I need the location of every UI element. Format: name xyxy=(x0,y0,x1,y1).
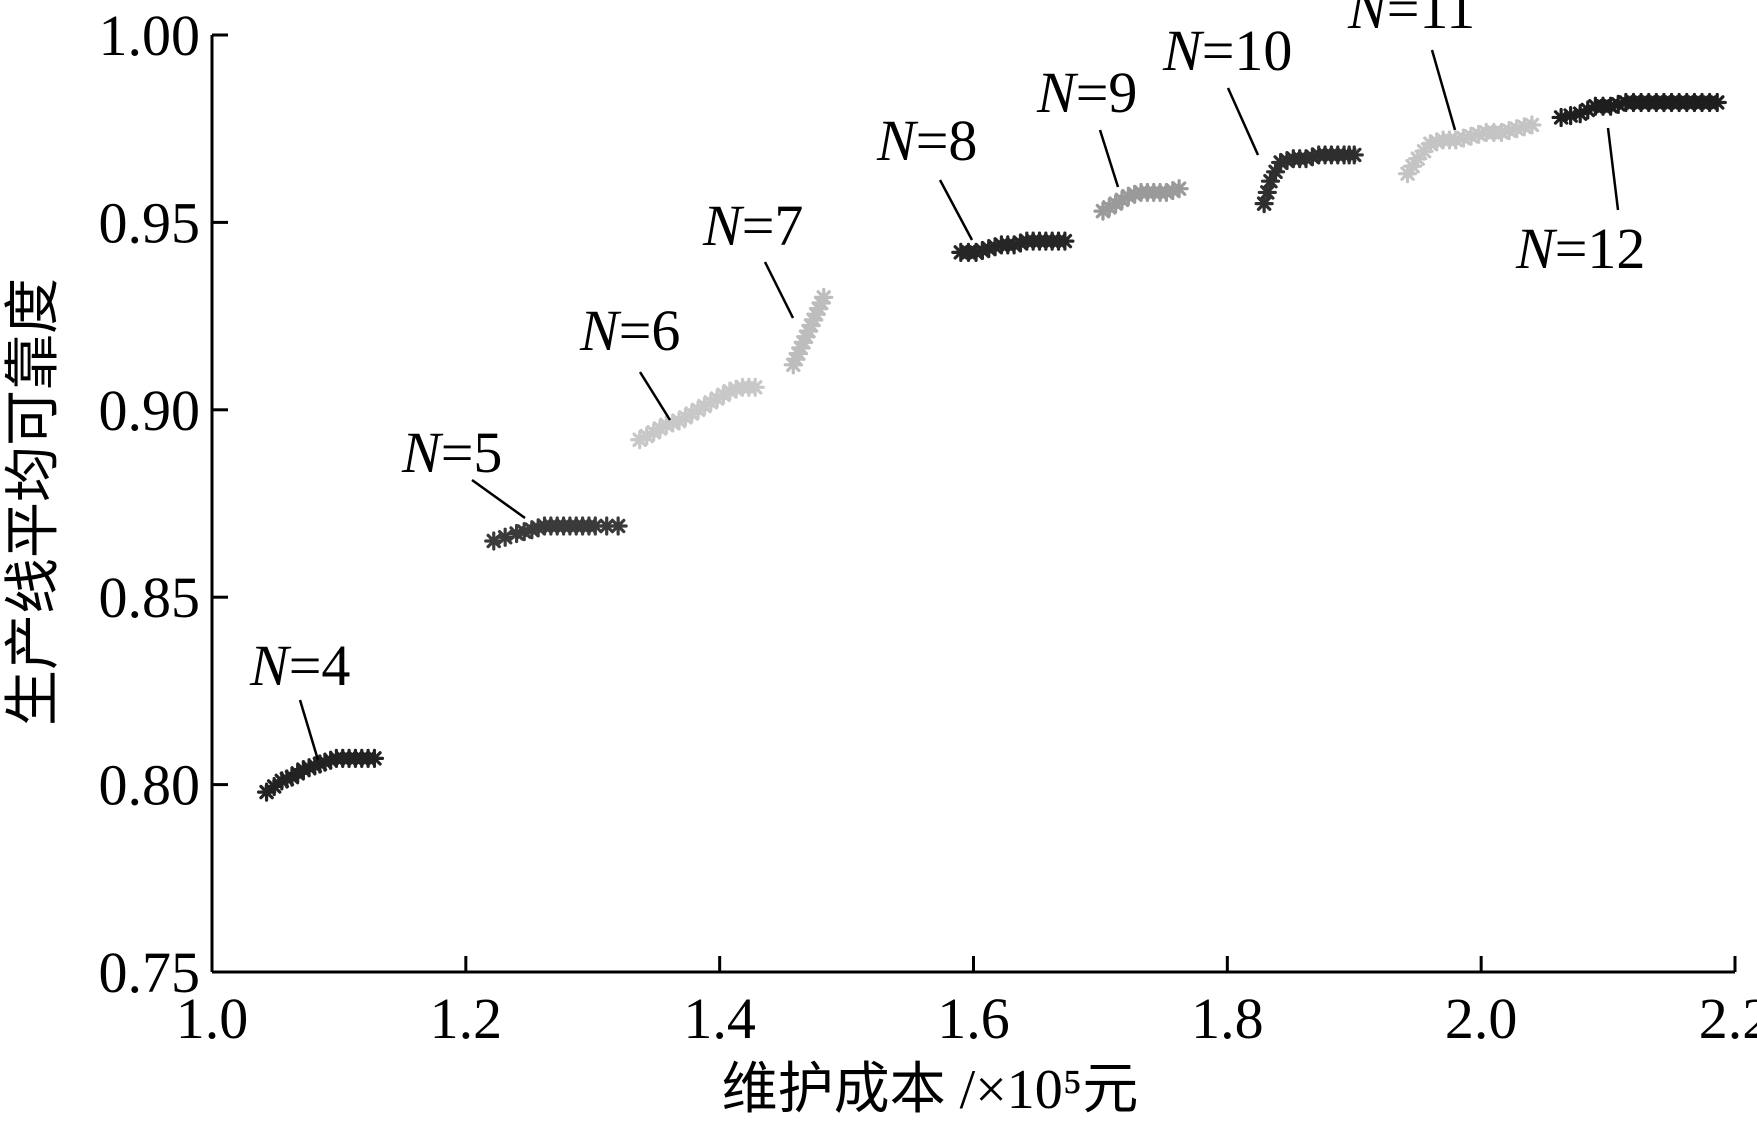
data-point xyxy=(1254,194,1274,214)
axes: 1.0 1.2 1.4 1.6 1.8 2.0 2.2 0.75 0.80 0.85 0.90 0.9… xyxy=(99,3,1757,1051)
data-point xyxy=(1055,231,1075,251)
series-label-n: N xyxy=(1162,18,1205,83)
y-tick-label: 0.90 xyxy=(99,378,201,443)
data-point xyxy=(745,377,765,397)
x-tick-label: 2.2 xyxy=(1699,986,1757,1051)
series-label: N=4 xyxy=(249,633,350,698)
series-label-n: N xyxy=(1515,216,1558,281)
series-label-value: =9 xyxy=(1076,60,1138,125)
x-tick-label: 1.2 xyxy=(430,986,503,1051)
series-label-value: =8 xyxy=(916,108,978,173)
series-label: N=7 xyxy=(702,193,803,258)
series-label: N=5 xyxy=(401,420,502,485)
y-axis-label: 生产线平均可靠度 xyxy=(3,278,65,726)
series-label-n: N xyxy=(1347,0,1390,41)
series-2 xyxy=(484,516,628,551)
data-point xyxy=(1522,115,1542,135)
series-label-n: N xyxy=(876,108,919,173)
leader-line xyxy=(471,478,526,520)
data-point xyxy=(791,338,811,358)
series-label: N=10 xyxy=(1162,18,1292,83)
series-label: N=12 xyxy=(1515,216,1645,281)
data-point xyxy=(364,748,385,768)
series-label-n: N xyxy=(579,298,622,363)
data-point xyxy=(1561,105,1581,126)
series-1 xyxy=(256,748,385,802)
series-5 xyxy=(951,231,1075,262)
series-label-value: =6 xyxy=(619,298,681,363)
axis-labels: 维护成本 /×10⁵元 生产线平均可靠度 xyxy=(3,278,1138,1121)
data-point xyxy=(1257,182,1277,203)
leader-line xyxy=(638,371,672,421)
series-label-value: =7 xyxy=(742,193,804,258)
series-8 xyxy=(1397,115,1542,184)
series-4 xyxy=(783,287,834,375)
data-points xyxy=(256,92,1727,802)
series-label: N=6 xyxy=(579,298,680,363)
data-point xyxy=(608,516,628,536)
leader-line xyxy=(1098,129,1120,188)
series-label-n: N xyxy=(1036,60,1079,125)
x-tick-label: 2.0 xyxy=(1445,986,1518,1051)
series-label-value: =10 xyxy=(1202,18,1293,83)
series-7 xyxy=(1254,145,1364,214)
y-tick-label: 0.80 xyxy=(99,753,201,818)
series-label: N=11 xyxy=(1347,0,1475,41)
y-tick-label: 0.95 xyxy=(99,190,201,255)
series-label-n: N xyxy=(249,633,292,698)
y-tick-label: 1.00 xyxy=(99,3,201,68)
data-point xyxy=(1707,92,1727,113)
x-tick-label: 1.0 xyxy=(176,986,249,1051)
series-label-n: N xyxy=(401,420,444,485)
y-tick-label: 0.75 xyxy=(99,940,201,1005)
x-axis-label: 维护成本 /×10⁵元 xyxy=(722,1059,1139,1121)
series-9 xyxy=(1551,92,1727,128)
series-label-value: =5 xyxy=(441,420,503,485)
series-label: N=9 xyxy=(1036,60,1137,125)
leader-line xyxy=(938,179,974,241)
leader-line xyxy=(763,261,795,319)
leader-line xyxy=(1430,49,1457,131)
series-label-value: =12 xyxy=(1555,216,1646,281)
series-3 xyxy=(630,377,765,450)
leader-line xyxy=(1226,87,1260,156)
series-6 xyxy=(1093,179,1189,221)
series-label-n: N xyxy=(702,193,745,258)
leader-line xyxy=(298,699,320,761)
x-tick-label: 1.8 xyxy=(1191,986,1264,1051)
series-label-value: =11 xyxy=(1387,0,1476,41)
y-tick-label: 0.85 xyxy=(99,565,201,630)
series-label: N=8 xyxy=(876,108,977,173)
data-point xyxy=(1169,179,1189,199)
data-point xyxy=(814,287,834,307)
x-tick-label: 1.6 xyxy=(937,986,1010,1051)
series-annotations: N=4N=5N=6N=7N=8N=9N=10N=11N=12 xyxy=(249,0,1645,761)
data-point xyxy=(1344,145,1364,165)
series-label-value: =4 xyxy=(289,633,351,698)
x-tick-label: 1.4 xyxy=(683,986,756,1051)
leader-line xyxy=(1606,127,1620,211)
